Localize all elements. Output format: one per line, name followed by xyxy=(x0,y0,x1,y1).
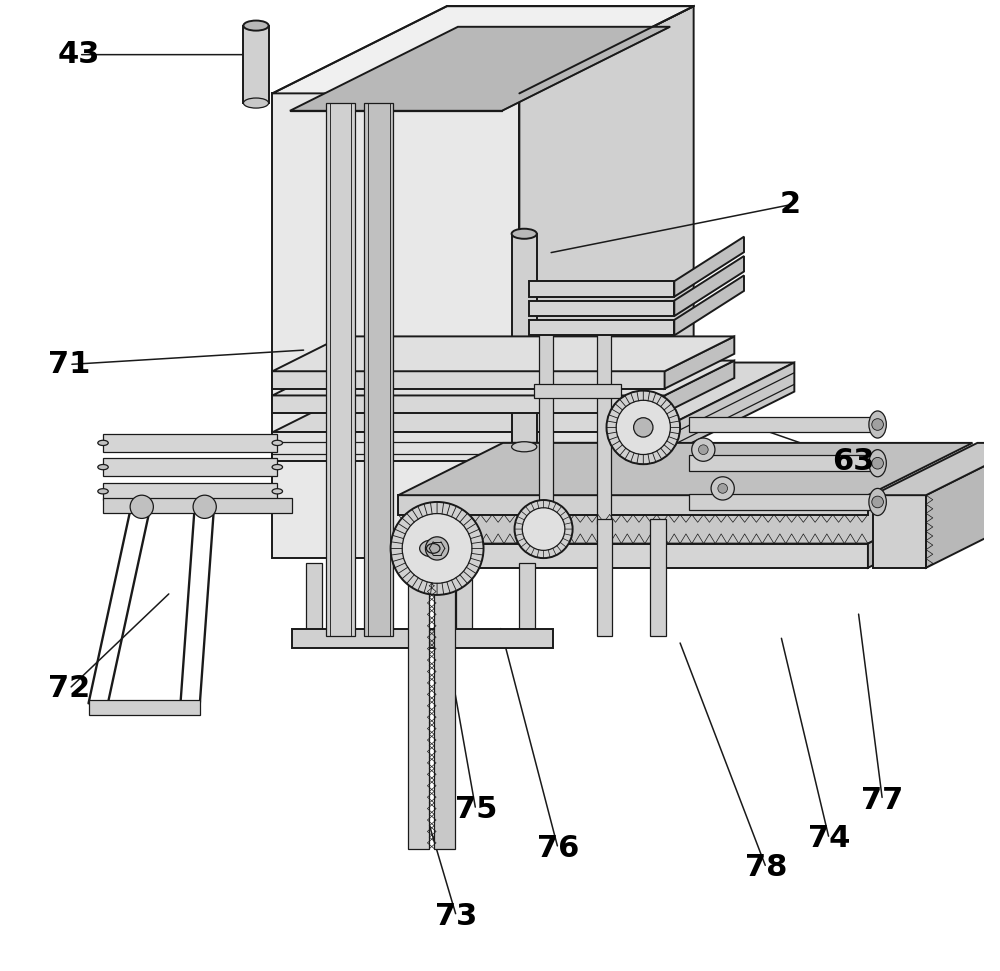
Circle shape xyxy=(130,495,153,519)
Bar xyxy=(243,25,269,103)
Ellipse shape xyxy=(869,411,886,438)
Bar xyxy=(597,325,611,524)
Circle shape xyxy=(193,495,216,519)
Ellipse shape xyxy=(98,440,108,446)
Polygon shape xyxy=(272,6,694,93)
Polygon shape xyxy=(398,443,972,495)
Polygon shape xyxy=(868,491,972,568)
Text: 74: 74 xyxy=(808,824,850,854)
Circle shape xyxy=(698,445,708,454)
Bar xyxy=(534,384,621,398)
Text: 77: 77 xyxy=(861,786,904,815)
Polygon shape xyxy=(519,6,694,558)
Text: 75: 75 xyxy=(455,795,497,824)
Polygon shape xyxy=(398,495,868,515)
Bar xyxy=(512,234,537,447)
Circle shape xyxy=(522,508,565,551)
Polygon shape xyxy=(290,27,670,111)
Circle shape xyxy=(872,457,883,469)
Text: 72: 72 xyxy=(48,674,90,703)
Bar xyxy=(369,563,385,631)
Circle shape xyxy=(692,438,715,461)
Ellipse shape xyxy=(512,229,537,239)
Polygon shape xyxy=(272,432,655,461)
Text: 73: 73 xyxy=(435,902,478,931)
Polygon shape xyxy=(665,360,734,413)
Bar xyxy=(434,563,455,849)
Circle shape xyxy=(402,514,472,584)
Circle shape xyxy=(616,400,670,454)
Polygon shape xyxy=(674,237,744,297)
Polygon shape xyxy=(926,443,1000,568)
Ellipse shape xyxy=(272,440,283,446)
Polygon shape xyxy=(272,395,665,413)
Polygon shape xyxy=(272,362,794,432)
Bar xyxy=(689,455,873,471)
Circle shape xyxy=(634,418,653,437)
Bar xyxy=(103,498,292,513)
Ellipse shape xyxy=(869,450,886,477)
Bar xyxy=(292,629,553,649)
Bar xyxy=(306,563,322,631)
Polygon shape xyxy=(655,362,794,461)
Text: 2: 2 xyxy=(780,190,801,219)
Ellipse shape xyxy=(869,488,886,516)
Bar xyxy=(456,563,472,631)
Circle shape xyxy=(711,477,734,500)
Text: 43: 43 xyxy=(58,40,100,69)
Text: 71: 71 xyxy=(48,350,90,379)
Polygon shape xyxy=(398,544,868,568)
Bar xyxy=(326,103,355,636)
Text: 78: 78 xyxy=(745,854,787,883)
Circle shape xyxy=(607,390,680,464)
Ellipse shape xyxy=(420,540,447,557)
Circle shape xyxy=(515,500,573,558)
Polygon shape xyxy=(665,336,734,388)
Bar xyxy=(519,563,535,631)
Polygon shape xyxy=(529,282,674,297)
Ellipse shape xyxy=(426,544,440,553)
Polygon shape xyxy=(272,336,734,371)
Ellipse shape xyxy=(98,464,108,470)
Ellipse shape xyxy=(243,20,269,31)
Polygon shape xyxy=(529,319,674,335)
Bar xyxy=(408,563,429,849)
Polygon shape xyxy=(272,360,734,395)
Circle shape xyxy=(718,484,728,493)
Polygon shape xyxy=(272,93,519,558)
Text: 76: 76 xyxy=(537,834,579,863)
Bar xyxy=(539,325,553,524)
Ellipse shape xyxy=(272,464,283,470)
Polygon shape xyxy=(674,276,744,335)
Polygon shape xyxy=(873,495,926,568)
Bar xyxy=(597,519,612,636)
Bar xyxy=(103,483,277,500)
Polygon shape xyxy=(398,491,972,544)
Bar xyxy=(689,494,873,510)
Polygon shape xyxy=(529,301,674,317)
Circle shape xyxy=(872,419,883,430)
Bar xyxy=(650,519,666,636)
Circle shape xyxy=(391,502,484,595)
Bar xyxy=(689,417,873,432)
Bar xyxy=(364,103,393,636)
Bar xyxy=(103,434,277,452)
Circle shape xyxy=(872,496,883,508)
Ellipse shape xyxy=(98,488,108,494)
Text: 63: 63 xyxy=(832,447,875,476)
Circle shape xyxy=(425,537,449,560)
Bar xyxy=(89,700,200,715)
Ellipse shape xyxy=(272,488,283,494)
Ellipse shape xyxy=(243,98,269,108)
Polygon shape xyxy=(873,443,1000,495)
Ellipse shape xyxy=(512,442,537,452)
Polygon shape xyxy=(674,256,744,317)
Polygon shape xyxy=(272,371,665,388)
Bar xyxy=(103,458,277,476)
